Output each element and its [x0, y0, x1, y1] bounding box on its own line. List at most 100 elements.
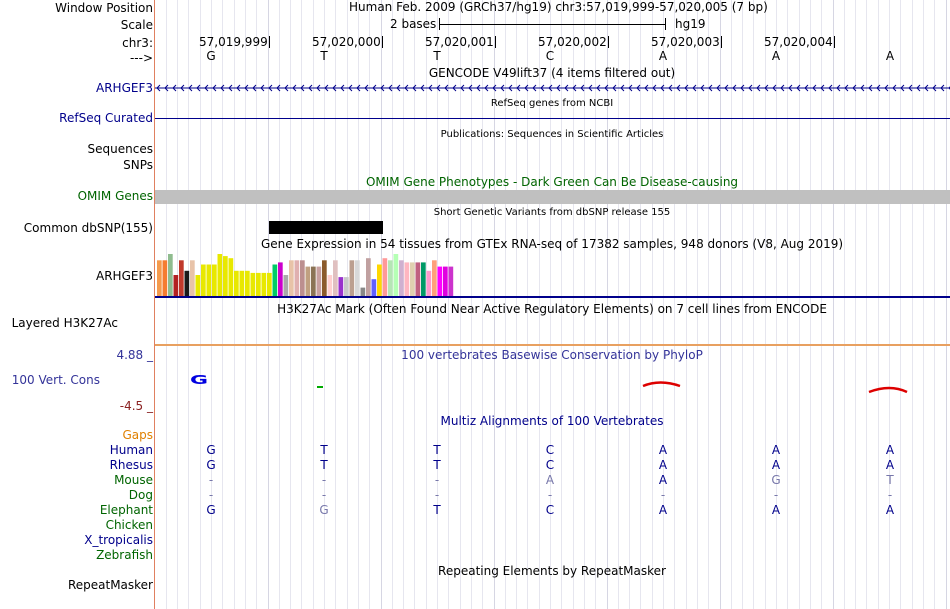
gtex-tissue-bar[interactable]: [256, 272, 261, 296]
ruler-position-label: 57,020,002: [538, 35, 607, 49]
track-label-dbsnp[interactable]: Common dbSNP(155): [23, 221, 153, 235]
gtex-tissue-bar[interactable]: [239, 270, 245, 296]
gtex-expression-chart[interactable]: [155, 250, 950, 300]
cons-min-value: -4.5 _: [119, 399, 153, 413]
gtex-tissue-bar[interactable]: [195, 275, 201, 296]
gtex-tissue-bar[interactable]: [377, 264, 382, 297]
gtex-tissue-bar[interactable]: [421, 262, 426, 296]
gtex-tissue-bar[interactable]: [432, 260, 437, 296]
multiz-track-title[interactable]: Multiz Alignments of 100 Vertebrates: [440, 414, 664, 428]
window-position-label: Window Position: [55, 1, 153, 15]
omim-gene-bar[interactable]: [155, 190, 950, 204]
gtex-track-title[interactable]: Gene Expression in 54 tissues from GTEx …: [260, 237, 844, 251]
gtex-tissue-bar[interactable]: [327, 275, 333, 296]
gtex-tissue-bar[interactable]: [399, 260, 404, 296]
track-label-repeatmasker[interactable]: RepeatMasker: [67, 578, 153, 592]
gtex-tissue-bar[interactable]: [201, 264, 206, 297]
track-label-gtex[interactable]: ARHGEF3: [96, 269, 153, 283]
track-label-refseq[interactable]: RefSeq Curated: [59, 111, 153, 125]
gtex-tissue-bar[interactable]: [382, 258, 388, 296]
gtex-tissue-bar[interactable]: [305, 266, 311, 296]
gtex-tissue-bar[interactable]: [190, 260, 195, 296]
gtex-tissue-bar[interactable]: [278, 262, 283, 296]
gtex-tissue-bar[interactable]: [344, 277, 349, 296]
gtex-tissue-bar[interactable]: [206, 264, 212, 297]
gtex-tissue-bar[interactable]: [316, 266, 322, 296]
refseq-gene-line[interactable]: [155, 118, 950, 119]
gtex-tissue-bar[interactable]: [322, 260, 327, 296]
gtex-tissue-bar[interactable]: [294, 260, 300, 296]
gtex-tissue-bar[interactable]: [404, 262, 410, 296]
gtex-tissue-bar[interactable]: [212, 264, 217, 297]
gtex-tissue-bar[interactable]: [234, 270, 239, 296]
gtex-tissue-bar[interactable]: [289, 260, 294, 296]
track-label-sequences[interactable]: Sequences: [87, 142, 153, 156]
alignment-base-dog: -: [773, 488, 779, 502]
alignment-base-mouse: T: [886, 473, 894, 487]
gtex-tissue-bar[interactable]: [443, 266, 448, 296]
species-label-dog[interactable]: Dog: [128, 488, 153, 502]
track-label-conservation[interactable]: 100 Vert. Cons: [11, 373, 100, 387]
gtex-tissue-bar[interactable]: [245, 270, 250, 296]
gtex-tissue-bar[interactable]: [157, 260, 162, 296]
gtex-tissue-bar[interactable]: [267, 272, 272, 296]
gtex-tissue-bar[interactable]: [371, 279, 377, 296]
gtex-tissue-bar[interactable]: [333, 260, 338, 296]
refseq-track-title[interactable]: RefSeq genes from NCBI: [490, 98, 614, 109]
species-label-zebrafish[interactable]: Zebrafish: [96, 548, 153, 562]
alignment-base-dog: -: [660, 488, 666, 502]
h3k27ac-track-title[interactable]: H3K27Ac Mark (Often Found Near Active Re…: [277, 302, 827, 316]
species-label-human[interactable]: Human: [109, 443, 153, 457]
track-label-h3k27ac[interactable]: Layered H3K27Ac: [11, 316, 118, 330]
track-label-snps[interactable]: SNPs: [123, 158, 153, 172]
gtex-tissue-bar[interactable]: [448, 266, 454, 296]
gtex-tissue-bar[interactable]: [217, 254, 223, 296]
gtex-tissue-bar[interactable]: [272, 264, 278, 297]
dbsnp-track-title[interactable]: Short Genetic Variants from dbSNP releas…: [433, 207, 671, 218]
gtex-tissue-bar[interactable]: [179, 260, 184, 296]
gtex-tissue-bar[interactable]: [360, 287, 366, 296]
scale-label: Scale: [120, 18, 153, 32]
gtex-tissue-bar[interactable]: [426, 270, 432, 296]
gtex-tissue-bar[interactable]: [173, 275, 179, 296]
ruler-tick: [269, 36, 270, 48]
gtex-tissue-bar[interactable]: [223, 256, 228, 296]
track-label-omim[interactable]: OMIM Genes: [77, 189, 153, 203]
track-label-gaps[interactable]: Gaps: [122, 428, 153, 442]
gtex-tissue-bar[interactable]: [228, 258, 234, 296]
gtex-tissue-bar[interactable]: [300, 260, 305, 296]
gtex-tissue-bar[interactable]: [437, 266, 443, 296]
gtex-tissue-bar[interactable]: [355, 260, 360, 296]
gtex-tissue-bar[interactable]: [184, 270, 190, 296]
gtex-tissue-bar[interactable]: [250, 272, 256, 296]
omim-track-title[interactable]: OMIM Gene Phenotypes - Dark Green Can Be…: [365, 175, 739, 189]
alignment-base-dog: -: [208, 488, 214, 502]
gtex-tissue-bar[interactable]: [162, 260, 168, 296]
phylop-track-title[interactable]: 100 vertebrates Basewise Conservation by…: [401, 348, 703, 362]
phylop-conservation-plot[interactable]: [155, 370, 950, 400]
species-label-elephant[interactable]: Elephant: [99, 503, 153, 517]
gtex-tissue-bar[interactable]: [283, 275, 289, 296]
gtex-tissue-bar[interactable]: [415, 262, 421, 296]
dbsnp-variant-bar[interactable]: [269, 221, 383, 234]
gencode-track-title[interactable]: GENCODE V49lift37 (4 items filtered out): [428, 66, 676, 80]
gene-model-arhgef3[interactable]: [155, 81, 950, 95]
gtex-tissue-bar[interactable]: [366, 258, 371, 296]
gtex-tissue-bar[interactable]: [349, 260, 355, 296]
gtex-tissue-bar[interactable]: [410, 262, 415, 296]
window-position-title: Human Feb. 2009 (GRCh37/hg19) chr3:57,01…: [349, 0, 768, 14]
species-label-mouse[interactable]: Mouse: [114, 473, 153, 487]
gtex-tissue-bar[interactable]: [338, 277, 344, 296]
gtex-tissue-bar[interactable]: [388, 260, 393, 296]
track-label-arhgef3[interactable]: ARHGEF3: [96, 81, 153, 95]
species-label-rhesus[interactable]: Rhesus: [109, 458, 153, 472]
gtex-tissue-bar[interactable]: [261, 272, 267, 296]
publications-track-title[interactable]: Publications: Sequences in Scientific Ar…: [440, 129, 664, 140]
gtex-tissue-bar[interactable]: [393, 254, 399, 296]
gtex-tissue-bar[interactable]: [168, 254, 173, 296]
species-label-xtropicalis[interactable]: X_tropicalis: [84, 533, 153, 547]
repeatmasker-track-title[interactable]: Repeating Elements by RepeatMasker: [438, 564, 666, 578]
gtex-tissue-bar[interactable]: [311, 266, 316, 296]
species-label-chicken[interactable]: Chicken: [105, 518, 153, 532]
